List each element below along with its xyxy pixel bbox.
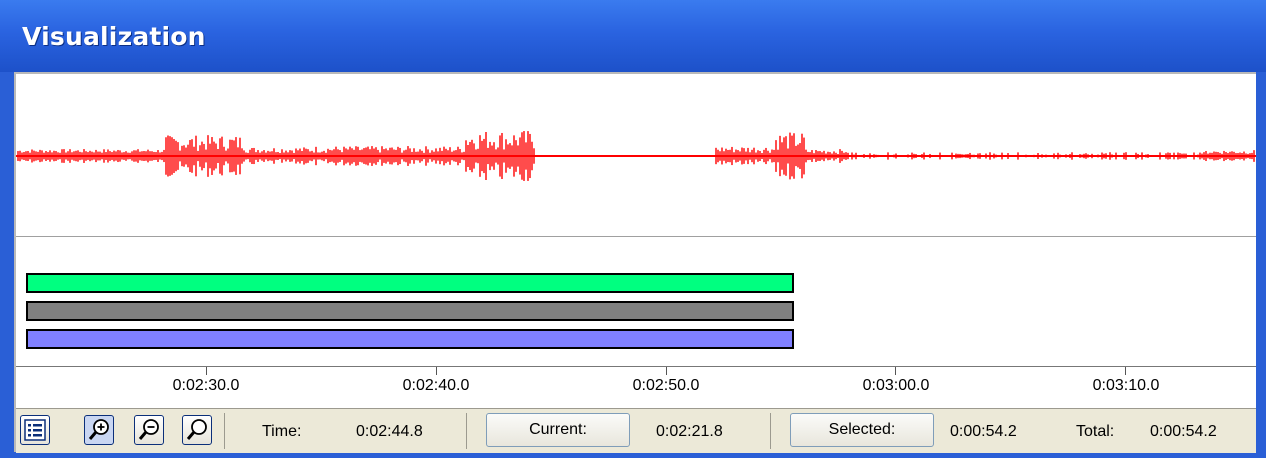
time-value: 0:02:44.8 — [356, 423, 423, 440]
track-gray-bar[interactable] — [26, 301, 794, 321]
ruler-label: 0:03:10.0 — [1092, 377, 1160, 394]
ruler-tick — [1125, 367, 1126, 375]
ruler-label: 0:02:50.0 — [632, 377, 700, 394]
ruler-label: 0:02:40.0 — [402, 377, 470, 394]
list-view-button[interactable] — [20, 415, 50, 445]
selected-value: 0:00:54.2 — [950, 423, 1017, 440]
waveform-area[interactable] — [16, 74, 1256, 236]
track-blue-bar[interactable] — [26, 329, 794, 349]
current-button[interactable]: Current: — [486, 413, 630, 447]
status-separator — [224, 413, 225, 449]
time-ruler[interactable]: 0:02:30.0 0:02:40.0 0:02:50.0 0:03:00.0 … — [16, 366, 1256, 409]
window-title: Visualization — [22, 22, 206, 51]
status-bar: Time: 0:02:44.8 Current: 0:02:21.8 Selec… — [16, 408, 1256, 453]
list-icon — [24, 419, 46, 441]
ruler-label: 0:02:30.0 — [172, 377, 240, 394]
waveform — [16, 131, 1256, 181]
selected-button[interactable]: Selected: — [790, 413, 934, 447]
ruler-label: 0:03:00.0 — [862, 377, 930, 394]
total-label: Total: — [1076, 423, 1115, 440]
ruler-tick — [436, 367, 437, 375]
zoom-fit-icon — [186, 419, 207, 440]
waveform-divider — [16, 236, 1256, 237]
visualization-panel: 0:02:30.0 0:02:40.0 0:02:50.0 0:03:00.0 … — [14, 72, 1256, 453]
zoom-in-button[interactable] — [84, 415, 114, 445]
ruler-tick — [206, 367, 207, 375]
current-value: 0:02:21.8 — [656, 423, 723, 440]
track-green-bar[interactable] — [26, 273, 794, 293]
status-separator — [466, 413, 467, 449]
zoom-in-icon — [88, 419, 109, 440]
zoom-out-icon — [138, 419, 159, 440]
status-separator — [770, 413, 771, 449]
time-label: Time: — [262, 423, 302, 440]
ruler-tick — [895, 367, 896, 375]
zoom-fit-button[interactable] — [182, 415, 212, 445]
zoom-out-button[interactable] — [134, 415, 164, 445]
ruler-tick — [666, 367, 667, 375]
total-value: 0:00:54.2 — [1150, 423, 1217, 440]
title-bar[interactable]: Visualization — [0, 0, 1266, 72]
